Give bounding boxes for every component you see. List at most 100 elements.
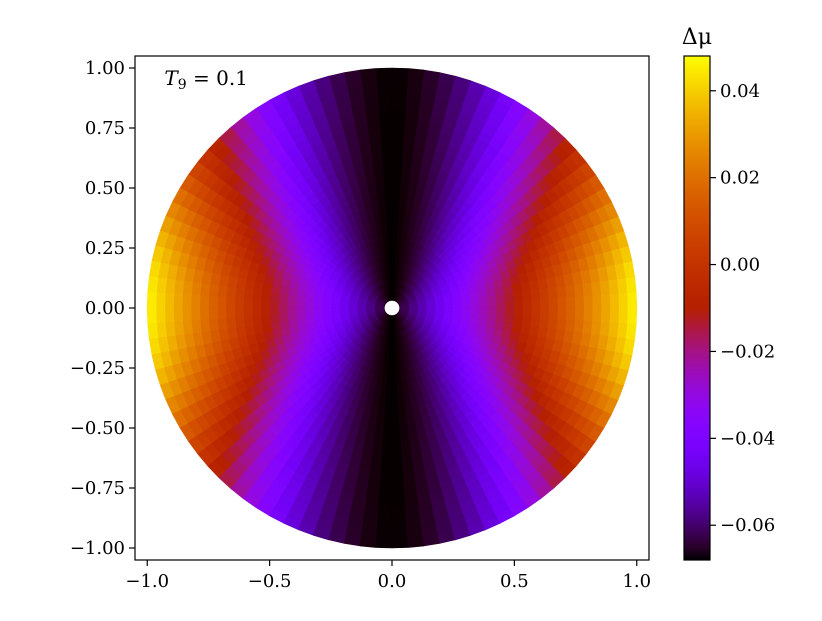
heatmap-cell [199, 295, 210, 309]
heatmap-cell [407, 537, 425, 548]
heatmap-cell [381, 375, 388, 386]
heatmap-cell [582, 281, 593, 296]
heatmap-cell [574, 307, 585, 321]
heatmap-cell [494, 321, 506, 331]
heatmap-cell [377, 401, 387, 411]
heatmap-cell [391, 521, 408, 532]
heatmap-cell [504, 292, 515, 302]
y-tick-label: −0.25 [70, 358, 125, 379]
heatmap-cell [461, 307, 471, 314]
heatmap-cell [618, 292, 629, 309]
heatmap-cell [522, 307, 533, 318]
heatmap-cell [399, 179, 410, 190]
heatmap-cell [384, 196, 393, 206]
heatmap-cell [363, 511, 379, 523]
heatmap-cell [377, 504, 393, 515]
heatmap-cell [470, 302, 480, 309]
heatmap-cell [304, 302, 314, 309]
heatmap-cell [381, 161, 393, 172]
heatmap-cell [402, 136, 416, 147]
heatmap-cell [363, 93, 379, 105]
heatmap-cell [403, 486, 418, 497]
heatmap-cell [251, 307, 262, 318]
heatmap-cell [385, 213, 393, 223]
heatmap-cell [155, 292, 166, 309]
heatmap-cell [383, 187, 393, 198]
heatmap-cell [601, 293, 611, 309]
heatmap-cell [399, 426, 410, 437]
heatmap-cell [243, 316, 254, 328]
colorbar: Δμ 0.04 0.02 0.00 −0.02 −0.04 −0.06 [682, 25, 775, 561]
heatmap-cell [401, 460, 415, 471]
heatmap-cell [376, 84, 393, 95]
heatmap-cell [627, 291, 638, 309]
heatmap-cell [557, 307, 568, 320]
heatmap-cell [539, 317, 550, 329]
heatmap-cell [278, 300, 288, 309]
heatmap-cell [164, 307, 175, 323]
heatmap-cell [470, 307, 480, 314]
heatmap-cell [391, 204, 400, 215]
heatmap-cell [487, 300, 498, 309]
colorbar-tick-label: 0.02 [720, 168, 760, 189]
heatmap-cell [261, 282, 273, 293]
heatmap-cell [173, 293, 183, 309]
heatmap-cell [374, 426, 385, 437]
heatmap-cell [225, 307, 236, 319]
heatmap-cell [372, 162, 384, 173]
heatmap-cell [217, 318, 228, 331]
heatmap-cell [373, 170, 384, 181]
heatmap-cell [356, 305, 367, 309]
heatmap-cell [566, 307, 576, 321]
heatmap-cell [383, 179, 393, 189]
heatmap-cell [426, 307, 437, 312]
x-tick-label: −0.5 [248, 571, 292, 592]
heatmap-cell [369, 408, 379, 419]
heatmap-cell [199, 283, 211, 297]
temperature-annotation: T9 = 0.1 [164, 66, 248, 93]
heatmap-cell [304, 307, 314, 314]
heatmap-cell [387, 367, 393, 377]
heatmap-cell [190, 294, 201, 309]
heatmap-cell [374, 179, 385, 190]
heatmap-cell [378, 110, 393, 121]
heatmap-cell [367, 416, 378, 428]
heatmap-cell [391, 393, 399, 403]
heatmap-cell [391, 273, 395, 283]
heatmap-cell [371, 452, 383, 463]
heatmap-cell [304, 296, 315, 304]
heatmap-cell [376, 409, 386, 420]
heatmap-cell [487, 313, 497, 322]
heatmap-cell [504, 314, 515, 324]
heatmap-cell [364, 102, 380, 113]
heatmap-cell [286, 300, 297, 309]
heatmap-cell [295, 301, 306, 309]
heatmap-cell [400, 435, 411, 446]
heatmap-cell [389, 333, 393, 343]
heatmap-cell [391, 384, 399, 395]
heatmap-cell [225, 317, 237, 330]
heatmap-cell [396, 222, 404, 232]
heatmap-cell [368, 136, 382, 147]
heatmap-cell [625, 322, 637, 340]
heatmap-cell [539, 297, 550, 309]
heatmap-cell [505, 299, 515, 309]
heatmap-cell [565, 318, 576, 332]
heatmap-cell [375, 187, 385, 198]
heatmap-cell [260, 290, 271, 301]
heatmap-cell [391, 119, 405, 129]
heatmap-cell [435, 307, 445, 312]
y-tick-label: −1.00 [70, 538, 125, 559]
heatmap-cell [556, 318, 567, 331]
heatmap-cell [391, 478, 405, 489]
heatmap-cell [147, 276, 159, 294]
heatmap-cell [391, 76, 408, 86]
heatmap-cell [478, 307, 489, 315]
x-tick-label: 0.5 [500, 571, 529, 592]
plot-axes: −1.0 −0.5 0.0 0.5 1.0 1.00 0.75 0.50 0.25 0.00 −0.… [70, 55, 651, 592]
heatmap-cell [391, 427, 401, 437]
heatmap-cell [513, 315, 524, 326]
heatmap-cell [601, 307, 611, 323]
heatmap-cell [295, 295, 306, 303]
heatmap-cell [625, 276, 637, 294]
